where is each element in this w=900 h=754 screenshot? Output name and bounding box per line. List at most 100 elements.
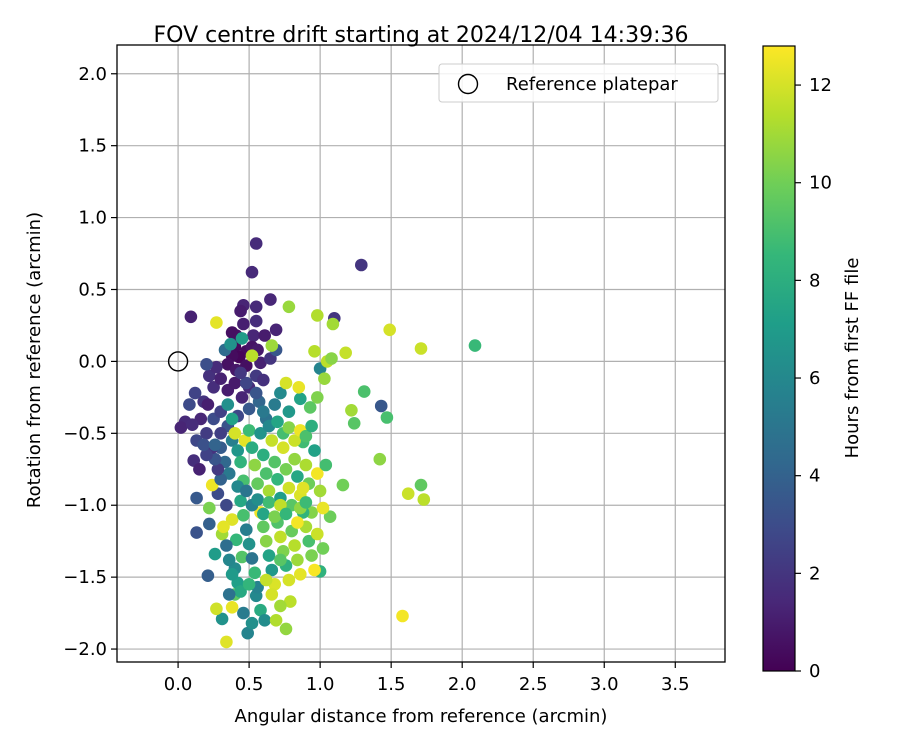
x-tick-label: 0.0 — [164, 674, 193, 695]
colorbar-tick-label: 4 — [809, 466, 820, 487]
data-point — [264, 293, 277, 306]
data-point — [279, 507, 293, 521]
data-point — [193, 463, 206, 476]
data-point — [188, 386, 202, 400]
data-point — [235, 391, 249, 404]
data-point — [251, 477, 264, 491]
data-point — [258, 614, 272, 627]
data-point — [249, 314, 263, 328]
data-point — [296, 481, 310, 495]
data-point — [208, 438, 222, 452]
data-point — [308, 444, 321, 457]
colorbar: 0 2 4 6 8 10 12 Hours from first FF file — [762, 45, 863, 682]
data-point — [208, 547, 222, 561]
y-tick-label: 2.0 — [78, 64, 107, 85]
data-point — [279, 463, 293, 476]
data-point — [326, 317, 340, 331]
data-point — [282, 300, 296, 314]
data-point — [288, 452, 301, 466]
data-point — [237, 606, 250, 620]
data-point — [291, 553, 304, 567]
data-point — [380, 411, 394, 424]
colorbar-tick-label: 12 — [809, 75, 832, 96]
data-point — [288, 434, 301, 447]
data-point — [242, 537, 256, 551]
legend-box — [438, 63, 719, 103]
data-point — [269, 614, 283, 627]
data-point — [257, 405, 270, 419]
data-point — [373, 452, 387, 466]
data-point — [225, 568, 239, 581]
data-point — [288, 539, 301, 552]
data-point — [234, 455, 247, 469]
data-point — [311, 527, 324, 541]
data-point — [274, 386, 287, 400]
colorbar-tick-label: 8 — [809, 270, 820, 291]
y-tick-label: −1.5 — [63, 567, 107, 588]
data-point — [190, 491, 203, 505]
data-point — [225, 326, 239, 339]
data-point — [186, 418, 199, 432]
data-point — [299, 496, 313, 509]
data-point — [259, 534, 273, 548]
data-point — [383, 323, 397, 337]
colorbar-label: Hours from first FF file — [842, 258, 863, 459]
data-point — [254, 427, 267, 440]
data-point — [234, 366, 247, 380]
data-point — [203, 369, 216, 383]
data-point — [468, 339, 482, 352]
data-point — [345, 404, 358, 417]
data-point — [249, 386, 263, 400]
data-point — [245, 441, 259, 455]
data-point — [241, 626, 254, 640]
data-point — [271, 473, 284, 486]
data-point — [234, 494, 247, 508]
x-tick-label: 0.5 — [235, 674, 264, 695]
data-point — [224, 337, 237, 351]
data-point — [225, 412, 239, 426]
data-point — [291, 470, 304, 483]
data-point — [225, 513, 239, 526]
data-point — [265, 588, 279, 601]
data-point — [262, 549, 276, 562]
x-tick-label: 3.0 — [590, 674, 619, 695]
data-point — [257, 448, 270, 462]
data-point — [240, 523, 253, 536]
data-point — [294, 568, 307, 581]
data-point — [254, 603, 267, 617]
colorbar-tick-label: 2 — [809, 563, 820, 584]
data-point — [214, 473, 227, 486]
plot-frame — [116, 44, 726, 663]
data-point — [242, 402, 256, 416]
data-point — [215, 612, 229, 626]
data-point — [336, 478, 350, 492]
data-point — [245, 552, 259, 565]
colorbar-gradient — [762, 45, 796, 672]
data-point — [294, 392, 307, 406]
data-point — [240, 484, 253, 498]
data-point — [274, 599, 287, 613]
data-point — [268, 510, 282, 523]
data-point — [291, 516, 304, 529]
data-point — [228, 376, 242, 390]
data-point — [308, 345, 321, 358]
data-point — [265, 434, 279, 447]
data-point — [357, 385, 371, 398]
data-point — [284, 595, 297, 608]
data-point — [258, 329, 272, 342]
data-point — [200, 427, 213, 440]
data-point — [292, 381, 306, 394]
data-point — [235, 550, 249, 564]
data-point — [259, 573, 273, 587]
data-point — [311, 309, 324, 322]
data-point — [220, 635, 233, 649]
data-point — [231, 444, 244, 457]
data-point — [222, 588, 236, 601]
data-point — [237, 317, 250, 331]
data-point — [247, 329, 260, 342]
data-point — [225, 601, 239, 614]
data-point — [313, 484, 327, 498]
data-point — [210, 602, 223, 616]
y-tick-label: −0.5 — [63, 423, 107, 444]
